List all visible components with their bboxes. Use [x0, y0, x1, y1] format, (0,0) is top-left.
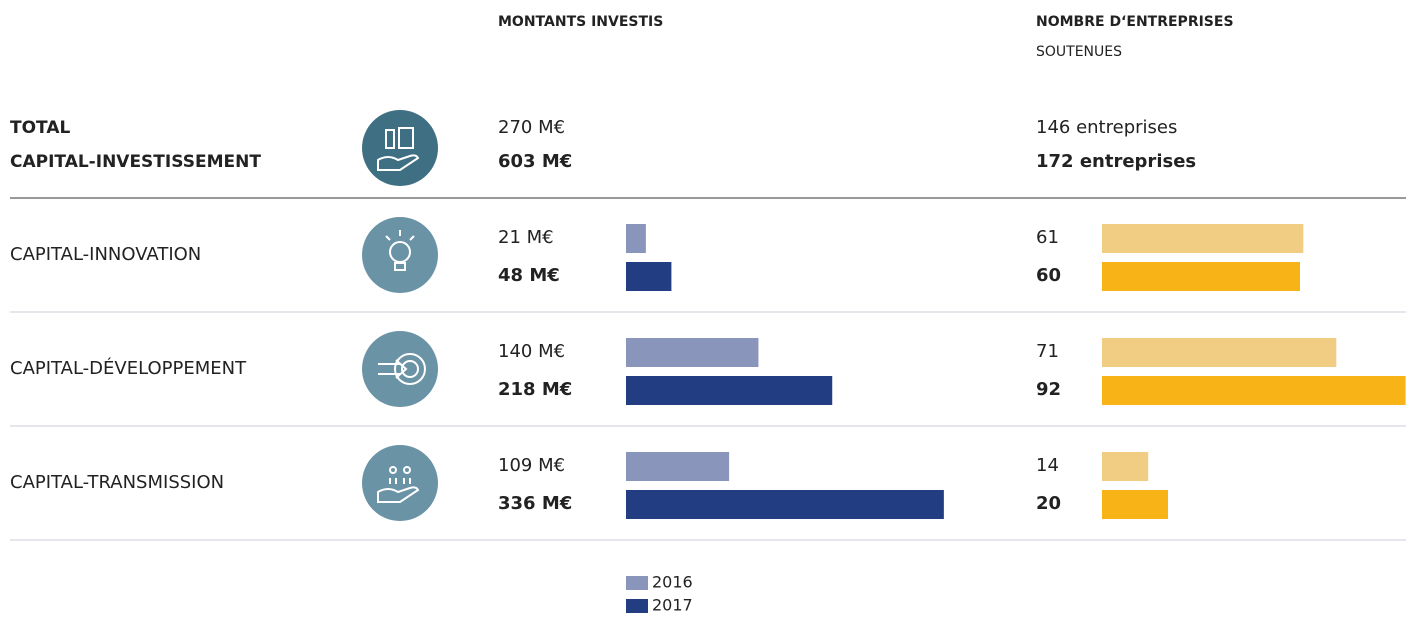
amount-bar [626, 262, 672, 291]
count-label: 71 [1036, 341, 1059, 362]
amount-bar [626, 224, 646, 253]
amount-title: MONTANTS INVESTIS [498, 14, 663, 30]
total-amount: 270 M€ [498, 117, 565, 138]
icon-innovation [362, 217, 438, 293]
total-count: 172 entreprises [1036, 151, 1196, 172]
count-label: 20 [1036, 493, 1061, 514]
count-subtitle: SOUTENUES [1036, 44, 1122, 60]
amount-label: 336 M€ [498, 493, 572, 514]
amount-label: 48 M€ [498, 265, 560, 286]
count-label: 61 [1036, 227, 1059, 248]
count-bar [1102, 262, 1300, 291]
category-label: CAPITAL-TRANSMISSION [10, 472, 224, 493]
count-label: 14 [1036, 455, 1059, 476]
count-bar [1102, 452, 1149, 481]
count-bar [1102, 224, 1304, 253]
amount-bar [626, 338, 759, 367]
count-bar [1102, 338, 1337, 367]
amount-bar [626, 376, 833, 405]
amount-label: 109 M€ [498, 455, 565, 476]
amount-label: 21 M€ [498, 227, 554, 248]
category-label: CAPITAL-INNOVATION [10, 244, 201, 265]
count-label: 92 [1036, 379, 1061, 400]
count-label: 60 [1036, 265, 1061, 286]
legend-label: 2016 [652, 573, 693, 592]
icon-developpement [362, 331, 438, 407]
count-title: NOMBRE D‘ENTREPRISES [1036, 14, 1234, 30]
amount-bar [626, 452, 730, 481]
count-bar [1102, 376, 1406, 405]
total-label: CAPITAL-INVESTISSEMENT [10, 152, 261, 172]
amount-label: 218 M€ [498, 379, 572, 400]
legend-label: 2017 [652, 596, 693, 615]
total-count: 146 entreprises [1036, 117, 1177, 138]
amount-bar [626, 490, 944, 519]
total-label: TOTAL [10, 118, 70, 138]
count-bar [1102, 490, 1168, 519]
icon-transmission [362, 445, 438, 521]
legend-swatch [626, 599, 648, 613]
total-amount: 603 M€ [498, 151, 572, 172]
amount-label: 140 M€ [498, 341, 565, 362]
category-label: CAPITAL-DÉVELOPPEMENT [10, 357, 247, 379]
icon-total [362, 110, 438, 186]
legend-swatch [626, 576, 648, 590]
